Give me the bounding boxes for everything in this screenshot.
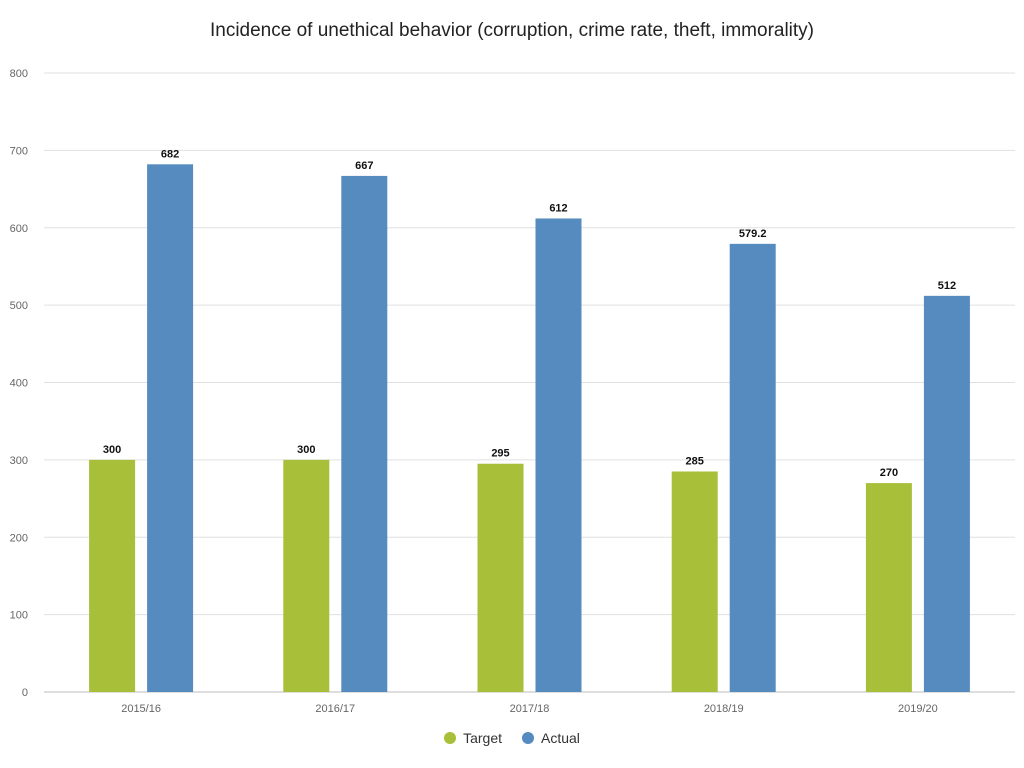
bar-actual — [341, 175, 388, 692]
x-tick-label: 2019/20 — [898, 703, 938, 715]
bar-target — [89, 459, 136, 692]
data-label-actual: 667 — [355, 160, 373, 172]
legend-label-actual: Actual — [541, 730, 580, 746]
data-label-target: 270 — [880, 467, 898, 479]
y-tick-label: 0 — [22, 687, 28, 699]
y-tick-label: 200 — [10, 532, 28, 544]
data-label-actual: 579.2 — [739, 228, 767, 240]
y-tick-label: 700 — [10, 145, 28, 157]
data-label-target: 300 — [297, 444, 315, 456]
y-tick-label: 500 — [10, 300, 28, 312]
y-tick-label: 400 — [10, 378, 28, 390]
legend-item-actual[interactable]: Actual — [522, 730, 580, 746]
bar-actual — [923, 295, 970, 692]
bar-actual — [729, 243, 776, 692]
bar-actual — [535, 218, 582, 692]
chart-legend: Target Actual — [0, 730, 1024, 746]
data-label-actual: 612 — [549, 202, 567, 214]
y-tick-label: 600 — [10, 223, 28, 235]
chart-title: Incidence of unethical behavior (corrupt… — [209, 20, 815, 41]
legend-swatch-actual — [522, 732, 534, 744]
data-label-target: 300 — [103, 444, 121, 456]
x-tick-label: 2016/17 — [315, 703, 355, 715]
x-tick-label: 2017/18 — [510, 703, 550, 715]
y-tick-label: 100 — [10, 610, 28, 622]
data-label-actual: 512 — [938, 280, 956, 292]
x-tick-label: 2018/19 — [704, 703, 744, 715]
bar-target — [283, 459, 330, 692]
bar-target — [865, 483, 912, 692]
data-label-target: 285 — [686, 455, 704, 467]
bar-target — [671, 471, 718, 692]
x-tick-label: 2015/16 — [121, 703, 161, 715]
bar-target — [477, 463, 524, 692]
legend-item-target[interactable]: Target — [444, 730, 502, 746]
data-label-actual: 682 — [161, 148, 179, 160]
y-tick-label: 300 — [10, 455, 28, 467]
bar-actual — [147, 164, 194, 693]
y-tick-label: 800 — [10, 68, 28, 80]
legend-label-target: Target — [463, 730, 502, 746]
legend-swatch-target — [444, 732, 457, 744]
data-label-target: 295 — [491, 448, 509, 460]
